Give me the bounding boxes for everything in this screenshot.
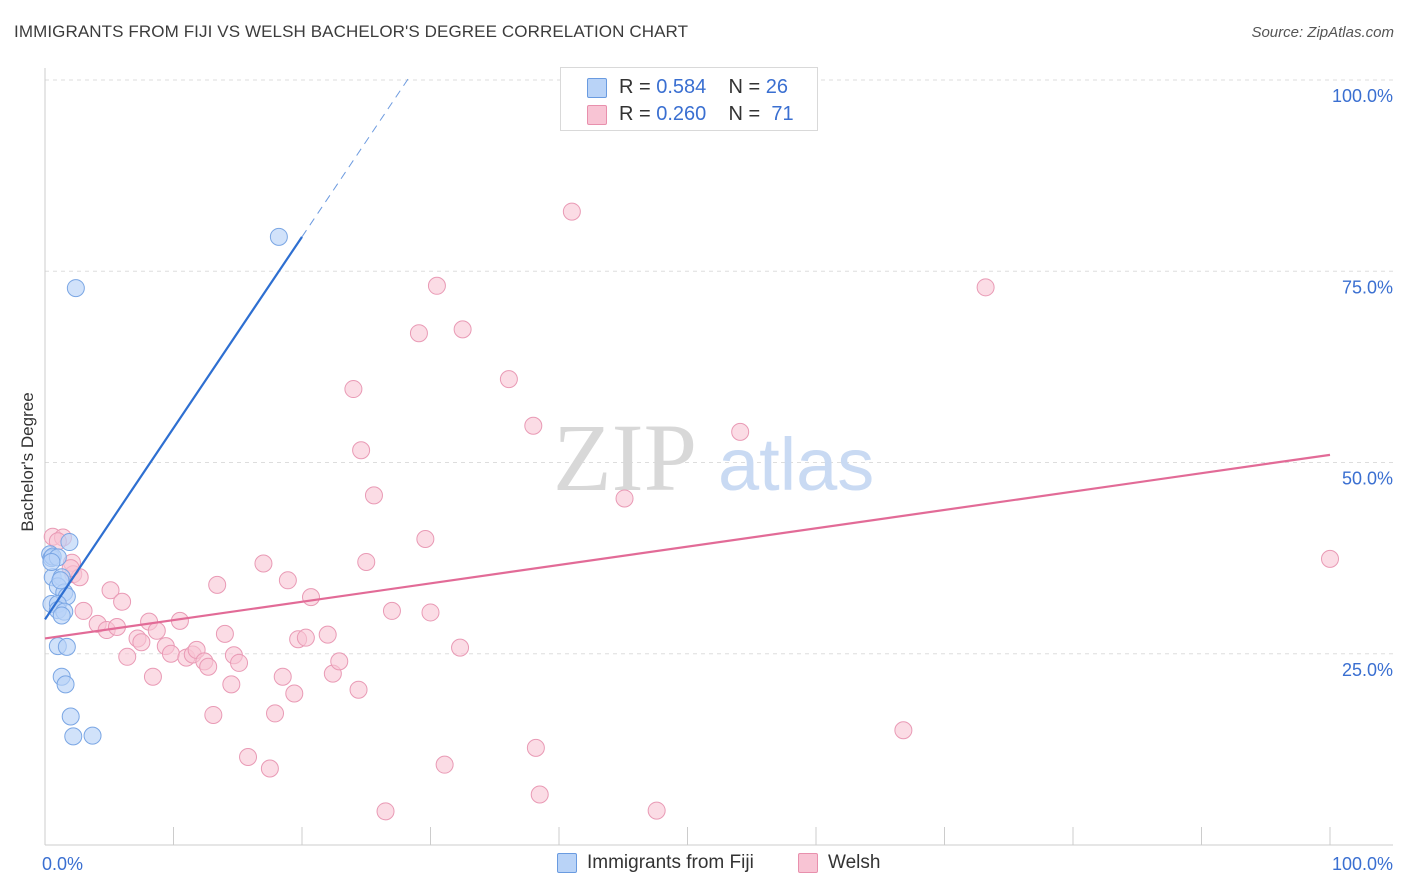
point-welsh [352,441,371,460]
series-welsh-points [43,202,1339,821]
point-fiji [42,552,61,571]
point-welsh [427,276,446,295]
point-welsh [239,748,258,767]
point-welsh [161,644,180,663]
point-welsh [215,624,234,643]
point-fiji [269,227,288,246]
bottom-legend-label-fiji: Immigrants from Fiji [587,852,754,873]
point-welsh [285,684,304,703]
point-welsh [344,380,363,399]
point-welsh [647,801,666,820]
axis-labels: 25.0% 50.0% 75.0% 100.0% 0.0% 100.0% Bachelor'… [18,86,1393,874]
point-welsh [562,202,581,221]
point-welsh [349,680,368,699]
y-tick-label: 25.0% [1342,660,1393,680]
legend-r-label: R = [619,76,651,98]
point-fiji [61,707,80,726]
point-welsh [526,738,545,757]
point-welsh [357,552,376,571]
source-credit: Source: ZipAtlas.com [1251,24,1394,41]
point-welsh [451,638,470,657]
bottom-legend-label-welsh: Welsh [828,852,881,873]
point-welsh [113,592,132,611]
point-fiji [52,606,71,625]
y-tick-label: 75.0% [1342,277,1393,297]
point-welsh [376,802,395,821]
point-welsh [435,755,454,774]
point-welsh [199,657,218,676]
legend-n-label: N = [728,76,761,98]
point-fiji [60,533,79,552]
point-welsh [296,628,315,647]
trendlines [44,73,1331,640]
point-welsh [132,633,151,652]
point-welsh [976,278,995,297]
chart-title: IMMIGRANTS FROM FIJI VS WELSH BACHELOR'S… [14,22,689,41]
legend-swatch-fiji [587,78,607,98]
correlation-legend: R = 0.584 N = 26 R = 0.260 N = 71 [560,67,818,131]
point-welsh [421,603,440,622]
point-welsh [273,667,292,686]
point-welsh [204,705,223,724]
point-welsh [530,785,549,804]
legend-n-label: N = [728,103,761,125]
y-axis-title: Bachelor's Degree [18,392,37,531]
y-tick-label: 50.0% [1342,469,1393,489]
point-welsh [222,675,241,694]
point-welsh [453,320,472,339]
legend-n-value-welsh: 71 [771,103,794,125]
axes [44,68,1393,846]
trendline-fiji [44,236,303,620]
point-welsh [1321,549,1339,568]
point-welsh [260,759,279,778]
point-welsh [499,370,518,389]
legend-r-value-fiji: 0.584 [656,76,707,98]
point-welsh [230,653,249,672]
legend-r-label: R = [619,103,651,125]
point-welsh [266,704,285,723]
point-fiji [51,571,70,590]
point-welsh [254,554,273,573]
point-welsh [416,530,435,548]
point-welsh [382,601,401,620]
series-fiji-points [41,227,288,746]
y-tick-label: 100.0% [1332,86,1393,106]
point-welsh [894,721,913,740]
gridlines [45,79,1393,655]
point-welsh [615,489,634,508]
point-welsh [278,571,297,590]
bottom-legend-swatch-welsh [798,853,818,873]
point-welsh [143,667,162,686]
point-welsh [409,324,428,343]
point-welsh [208,575,227,594]
trendline-fiji-extension [301,73,412,238]
bottom-legend-swatch-fiji [557,853,577,873]
point-welsh [74,601,93,620]
point-fiji [83,726,102,745]
point-fiji [64,727,83,746]
legend-n-value-fiji: 26 [765,76,789,98]
point-welsh [330,652,349,671]
x-tick-label: 100.0% [1332,854,1393,874]
legend-swatch-welsh [587,105,607,125]
point-welsh [118,647,137,666]
trendline-welsh [44,453,1331,640]
point-welsh [318,625,337,644]
point-fiji [56,675,75,694]
point-fiji [57,637,76,656]
point-welsh [301,588,320,607]
point-fiji [66,279,85,298]
point-welsh [524,416,543,435]
point-welsh [101,581,120,600]
point-welsh [364,486,383,505]
point-welsh [147,621,166,640]
legend-r-value-welsh: 0.260 [656,103,707,125]
x-tick-label: 0.0% [42,854,83,874]
point-welsh [731,422,750,441]
